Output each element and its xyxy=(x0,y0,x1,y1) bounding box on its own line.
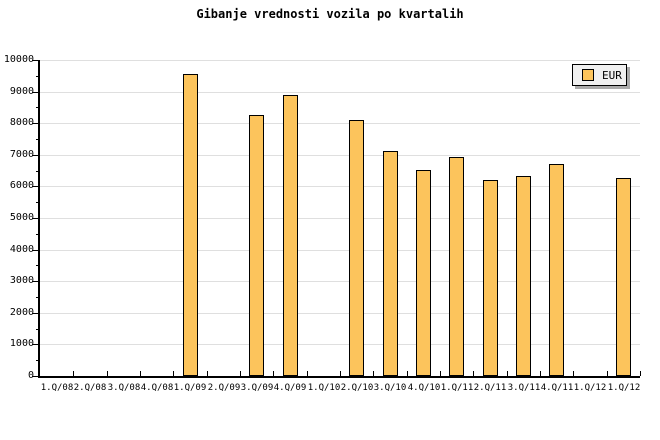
x-axis-tick-label: 3.Q/09 xyxy=(240,383,274,393)
gridline xyxy=(40,250,640,251)
x-axis-tick-label: 2.Q/08 xyxy=(73,383,107,393)
gridline xyxy=(40,155,640,156)
x-axis-tick-label: 4.Q/10 xyxy=(407,383,441,393)
x-axis-tick-label: 1.Q/08 xyxy=(40,383,74,393)
x-axis-tick xyxy=(507,371,508,376)
y-axis-tick-label: 1000 xyxy=(9,338,34,349)
x-axis-tick-label: 1.Q/11 xyxy=(440,383,474,393)
bar-3-q-09 xyxy=(249,115,264,376)
y-axis-tick-label: 4000 xyxy=(9,244,34,255)
x-axis-tick xyxy=(73,371,74,376)
x-axis-tick-label: 4.Q/11 xyxy=(540,383,574,393)
x-axis-tick xyxy=(107,371,108,376)
x-axis-tick xyxy=(307,371,308,376)
x-axis-tick xyxy=(407,371,408,376)
legend-label: EUR xyxy=(602,68,622,82)
bar-3-q-11 xyxy=(516,176,531,376)
y-axis-major-tick xyxy=(32,218,40,219)
gridline xyxy=(40,313,640,314)
x-axis-tick-label: 3.Q/10 xyxy=(373,383,407,393)
x-axis-tick-label: 3.Q/11 xyxy=(507,383,541,393)
gridline xyxy=(40,218,640,219)
gridline xyxy=(40,344,640,345)
gridline xyxy=(40,60,640,61)
y-axis-tick-label: 8000 xyxy=(9,117,34,128)
y-axis-major-tick xyxy=(32,344,40,345)
x-axis-tick xyxy=(540,371,541,376)
x-axis-tick xyxy=(373,371,374,376)
x-axis-tick xyxy=(640,371,641,376)
x-axis-line xyxy=(38,376,640,378)
y-axis-major-tick xyxy=(32,250,40,251)
y-axis-tick-label: 5000 xyxy=(9,212,34,223)
chart-title: Gibanje vrednosti vozila po kvartalih xyxy=(196,7,464,21)
x-axis-tick xyxy=(173,371,174,376)
y-axis-major-tick xyxy=(32,281,40,282)
x-axis-tick-label: 3.Q/08 xyxy=(107,383,141,393)
y-axis-tick-label: 9000 xyxy=(9,86,34,97)
y-axis-tick-label: 3000 xyxy=(9,275,34,286)
x-axis-tick-label: 1.Q/12 xyxy=(573,383,607,393)
y-axis-major-tick xyxy=(32,376,40,377)
gridline xyxy=(40,123,640,124)
bar-1-q-11 xyxy=(449,157,464,376)
y-axis-major-tick xyxy=(32,60,40,61)
y-axis-tick-label: 2000 xyxy=(9,307,34,318)
bar-3-q-10 xyxy=(383,151,398,376)
bar-4-q-09 xyxy=(283,95,298,376)
x-axis-tick xyxy=(473,371,474,376)
y-axis-major-tick xyxy=(32,92,40,93)
y-axis-major-tick xyxy=(32,313,40,314)
y-axis-tick-label: 10000 xyxy=(3,54,34,65)
legend-swatch-eur xyxy=(582,69,594,81)
x-axis-tick xyxy=(607,371,608,376)
x-axis-tick-label: 1.Q/10 xyxy=(307,383,341,393)
bar-2-q-11 xyxy=(483,180,498,376)
bar-4-q-10 xyxy=(416,170,431,376)
x-axis-tick-label: 2.Q/11 xyxy=(473,383,507,393)
bar-2-q-10 xyxy=(349,120,364,376)
x-axis-tick xyxy=(573,371,574,376)
x-axis-tick-label: 4.Q/08 xyxy=(140,383,174,393)
x-axis-tick xyxy=(340,371,341,376)
y-axis-line xyxy=(38,60,40,378)
x-axis-tick-label: 2.Q/10 xyxy=(340,383,374,393)
gridline xyxy=(40,92,640,93)
x-axis-tick-label: 1.Q/12 xyxy=(607,383,641,393)
x-axis-tick-label: 1.Q/09 xyxy=(173,383,207,393)
x-axis-tick xyxy=(140,371,141,376)
gridline xyxy=(40,186,640,187)
y-axis-major-tick xyxy=(32,186,40,187)
y-axis-tick-label: 7000 xyxy=(9,149,34,160)
gridline xyxy=(40,281,640,282)
bar-4-q-11 xyxy=(549,164,564,376)
y-axis-tick-label: 0 xyxy=(27,370,34,381)
x-axis-tick xyxy=(240,371,241,376)
x-axis-tick xyxy=(273,371,274,376)
x-axis-tick xyxy=(207,371,208,376)
legend: EUR xyxy=(572,64,627,86)
y-axis-tick-label: 6000 xyxy=(9,180,34,191)
x-axis-tick-label: 2.Q/09 xyxy=(207,383,241,393)
bar-1-q-09 xyxy=(183,74,198,376)
bar-1-q-12 xyxy=(616,178,631,376)
y-axis-major-tick xyxy=(32,155,40,156)
y-axis-major-tick xyxy=(32,123,40,124)
x-axis-tick xyxy=(440,371,441,376)
x-axis-tick-label: 4.Q/09 xyxy=(273,383,307,393)
